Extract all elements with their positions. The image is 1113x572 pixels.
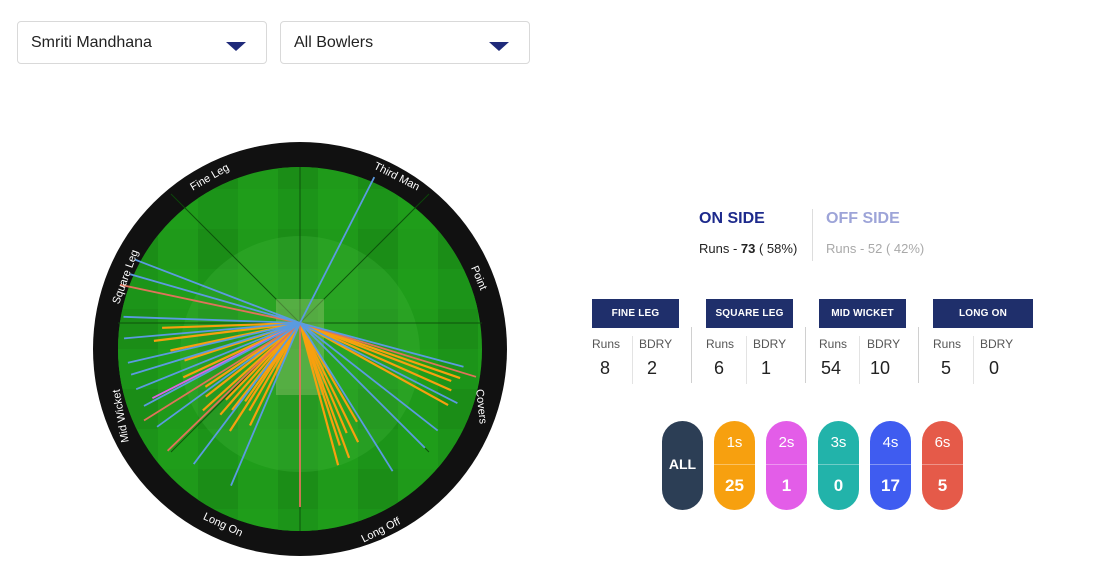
filter-4s-button[interactable]: 4s 17 <box>870 421 911 510</box>
zone-bdry-label: BDRY <box>639 337 673 351</box>
filter-6s-count: 5 <box>937 476 948 495</box>
shot-line-fours <box>192 322 301 465</box>
zone-separator <box>918 327 919 383</box>
zone-runs-value: 6 <box>714 358 725 378</box>
filter-all-label: ALL <box>668 456 697 472</box>
shot-line-fours <box>299 322 458 405</box>
label-covers: Covers <box>473 389 489 425</box>
shot-line-fours <box>127 322 301 364</box>
shot-line-sixes <box>119 283 301 324</box>
wagon-wheel: Fine Leg Third Man Square Leg Point Mid … <box>93 142 507 556</box>
shot-line-ones <box>299 322 449 407</box>
zone-bdry-label: BDRY <box>980 337 1014 351</box>
filter-3s-count: 0 <box>833 476 844 495</box>
pill-divider <box>818 464 859 465</box>
filter-2s-button[interactable]: 2s 1 <box>766 421 807 510</box>
on-side-runs: Runs - 73 ( 58%) <box>699 241 797 256</box>
zone-bdry-value: 2 <box>647 358 658 378</box>
zone-bdry-label: BDRY <box>867 337 901 351</box>
filter-1s-button[interactable]: 1s 25 <box>714 421 755 510</box>
zone-bdry-label: BDRY <box>753 337 787 351</box>
zone-fine-leg: FINE LEG Runs BDRY 8 2 <box>592 299 679 384</box>
pill-divider <box>714 464 755 465</box>
zone-separator <box>805 327 806 383</box>
shot-line-ones <box>299 321 461 380</box>
filter-2s-count: 1 <box>781 476 792 495</box>
batter-dropdown[interactable]: Smriti Mandhana <box>17 21 267 64</box>
zone-title: MID WICKET <box>819 299 906 328</box>
off-side-title: OFF SIDE <box>826 210 900 227</box>
zone-bdry-value: 10 <box>870 358 891 378</box>
zone-title: LONG ON <box>933 299 1033 328</box>
zone-long-on: LONG ON Runs BDRY 5 0 <box>933 299 1033 384</box>
zone-divider <box>632 336 633 384</box>
shot-line-ones <box>162 321 301 329</box>
zone-runs-label: Runs <box>819 337 848 351</box>
shot-line-fours <box>299 322 426 449</box>
zone-runs-label: Runs <box>592 337 621 351</box>
shot-line-fours <box>135 322 301 391</box>
zone-title: FINE LEG <box>592 299 679 328</box>
chevron-down-icon <box>226 42 246 51</box>
shot-line-fours <box>299 176 376 324</box>
filter-4s-label: 4s <box>882 434 899 451</box>
zone-runs-value: 8 <box>600 358 611 378</box>
chevron-down-icon <box>489 42 509 51</box>
filter-3s-label: 3s <box>830 434 847 451</box>
shot-line-fours <box>156 322 301 428</box>
zone-title: SQUARE LEG <box>706 299 793 328</box>
shot-line-sixes <box>299 322 477 378</box>
bowler-dropdown-value: All Bowlers <box>294 34 374 51</box>
zone-runs-value: 5 <box>941 358 952 378</box>
filter-1s-label: 1s <box>726 434 743 451</box>
zone-runs-value: 54 <box>821 358 842 378</box>
off-side-runs: Runs - 52 ( 42%) <box>826 241 925 256</box>
shot-line-ones <box>299 321 452 392</box>
on-side-runs-value: 73 <box>740 241 756 256</box>
shot-line-fours <box>299 322 464 368</box>
shot-line-fours <box>299 322 394 472</box>
shot-line-fours <box>230 322 301 486</box>
shot-line-fours <box>123 322 301 340</box>
shot-line-fours <box>129 273 301 324</box>
on-side-title: ON SIDE <box>699 210 765 227</box>
filter-3s-button[interactable]: 3s 0 <box>818 421 859 510</box>
shot-line-fours <box>123 315 301 324</box>
filter-2s-label: 2s <box>778 434 795 451</box>
shot-line-ones <box>298 322 340 466</box>
zone-divider <box>746 336 747 384</box>
zone-square-leg: SQUARE LEG Runs BDRY 6 1 <box>706 299 793 384</box>
shot-line-sixes <box>143 322 301 422</box>
zone-runs-label: Runs <box>933 337 962 351</box>
zone-mid-wicket: MID WICKET Runs BDRY 54 10 <box>819 299 906 384</box>
pill-divider <box>870 464 911 465</box>
pill-divider <box>766 464 807 465</box>
shot-line-sixes <box>166 322 301 452</box>
zone-divider <box>973 336 974 384</box>
side-divider <box>812 209 813 261</box>
bowler-dropdown[interactable]: All Bowlers <box>280 21 530 64</box>
filter-6s-label: 6s <box>934 434 951 451</box>
shot-line-fours <box>130 322 301 376</box>
shot-line-ones <box>249 322 301 426</box>
zone-bdry-value: 1 <box>761 358 772 378</box>
filter-6s-button[interactable]: 6s 5 <box>922 421 963 510</box>
filter-all-button[interactable]: ALL <box>662 421 703 510</box>
shot-line-fours <box>134 258 301 324</box>
on-side-runs-prefix: Runs - <box>699 241 741 256</box>
shot-line-fours <box>299 322 439 432</box>
batter-dropdown-value: Smriti Mandhana <box>31 34 152 51</box>
on-side-runs-pct: ( 58%) <box>755 241 798 256</box>
shot-line-ones <box>299 322 360 443</box>
filter-1s-count: 25 <box>725 476 744 495</box>
zone-runs-label: Runs <box>706 337 735 351</box>
pill-divider <box>922 464 963 465</box>
zone-separator <box>691 327 692 383</box>
zone-bdry-value: 0 <box>989 358 1000 378</box>
shot-line-fours <box>143 322 301 407</box>
zone-divider <box>859 336 860 384</box>
filter-4s-count: 17 <box>881 476 900 495</box>
shot-lines <box>119 176 477 507</box>
shot-line-ones <box>298 322 341 446</box>
